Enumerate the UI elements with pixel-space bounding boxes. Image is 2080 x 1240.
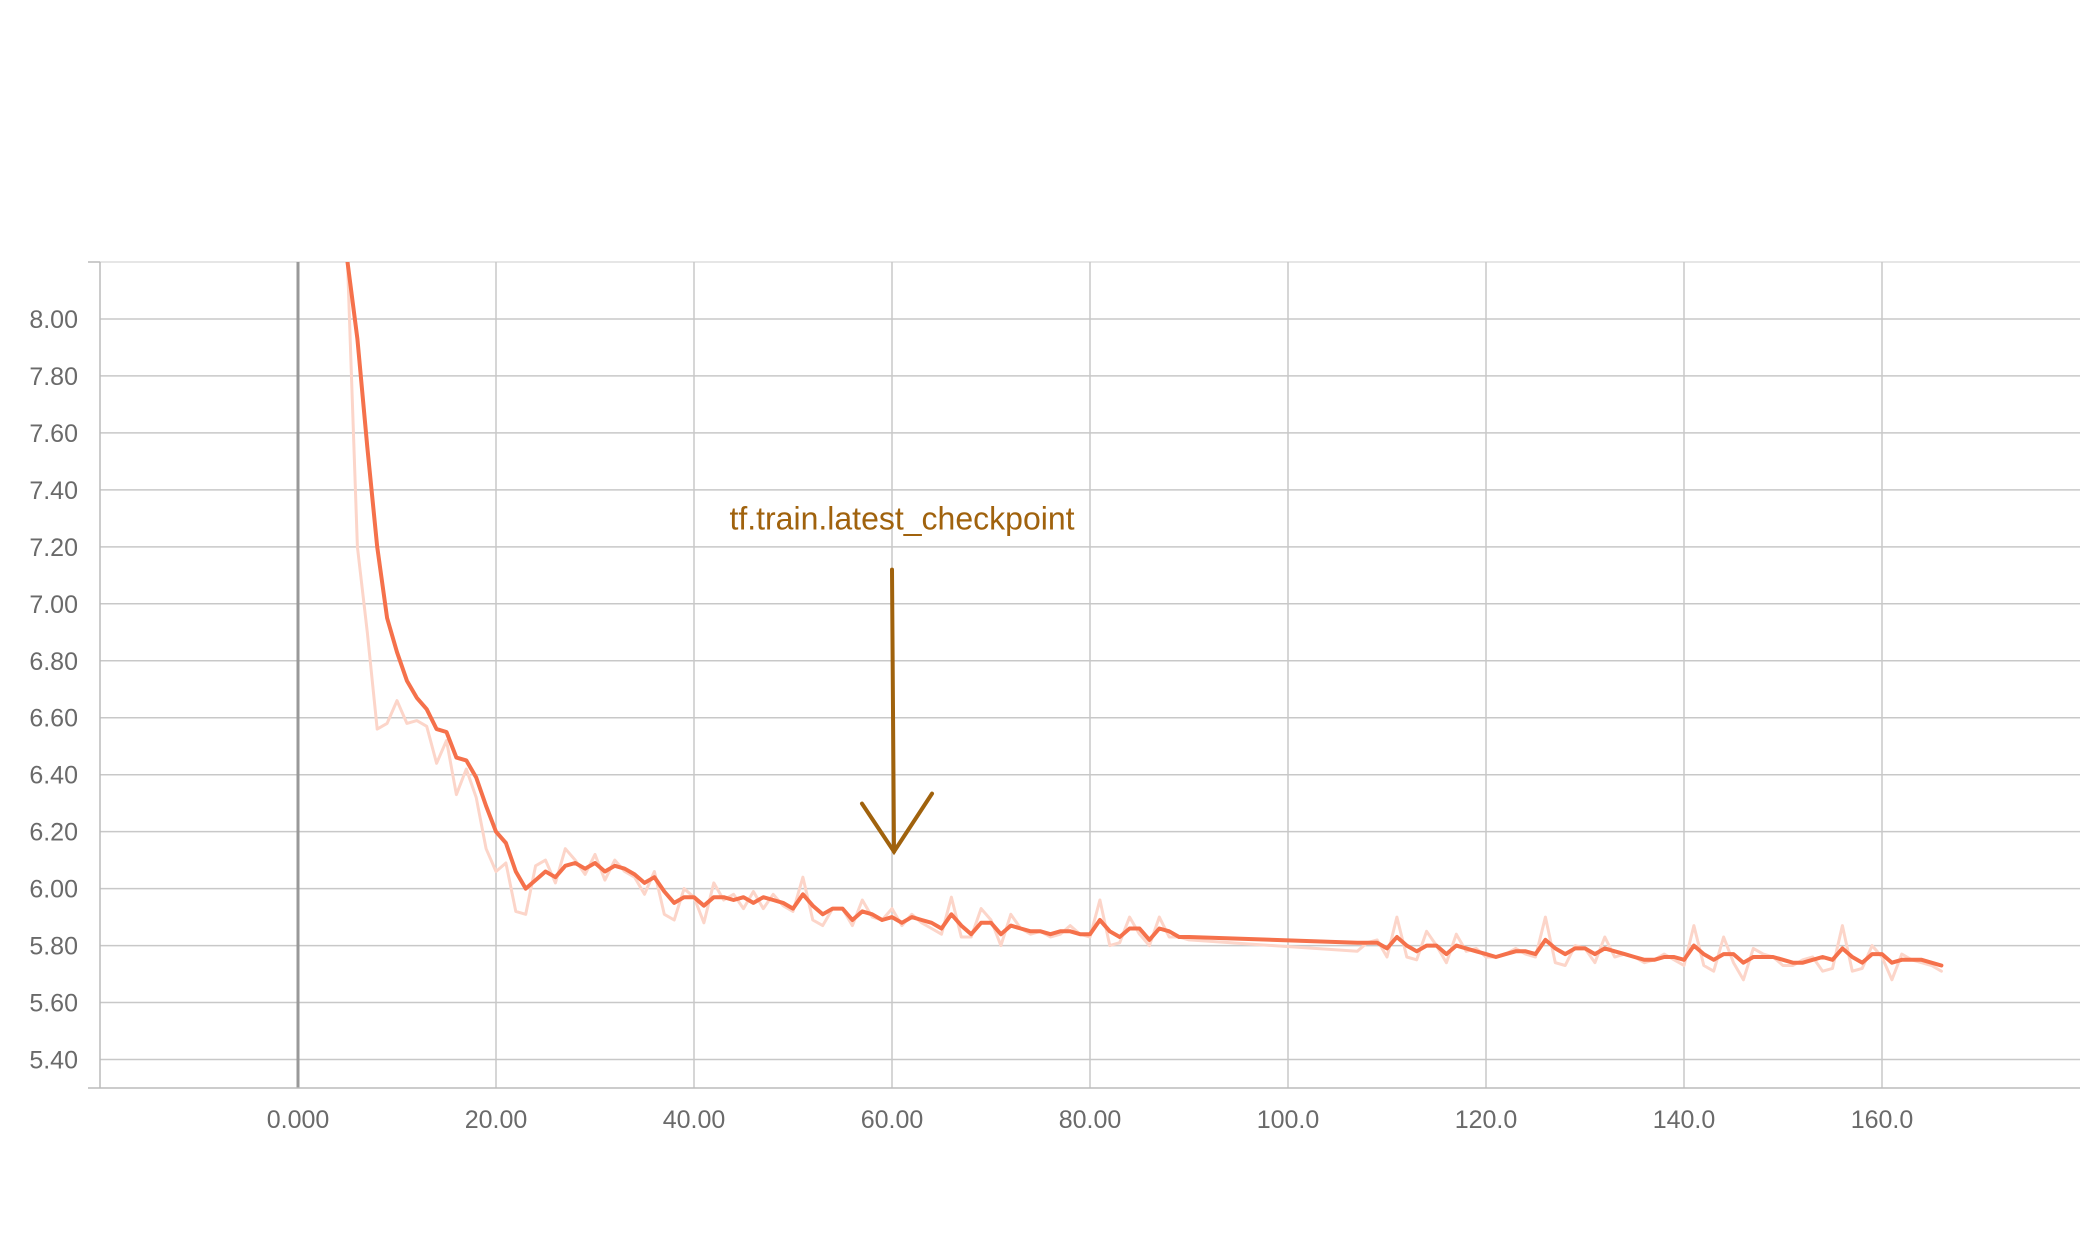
annotation-label: tf.train.latest_checkpoint: [729, 501, 1074, 537]
annotation-arrow-shaft: [890, 567, 896, 854]
annotations: tf.train.latest_checkpoint: [729, 501, 1075, 856]
axes: 5.40 5.60 5.80 6.00 6.20 6.40 6.60 6.80 7.00 7.20…: [29, 261, 2080, 1134]
x-tick-label: 60.00: [861, 1106, 924, 1134]
plot-series: [345, 262, 1944, 982]
x-tick-label: 80.00: [1059, 1106, 1122, 1134]
y-tick-label: 6.20: [29, 819, 78, 847]
y-tick-label: 6.00: [29, 876, 78, 904]
y-tick-label: 7.40: [29, 477, 78, 505]
smoothed-loss-line: [345, 262, 1944, 968]
x-tick-label: 120.0: [1455, 1106, 1518, 1134]
y-tick-label: 5.40: [29, 1047, 78, 1075]
y-tick-label: 6.80: [29, 648, 78, 676]
y-tick-label: 6.40: [29, 762, 78, 790]
grid-lines: [100, 261, 2080, 1088]
y-tick-label: 7.80: [29, 363, 78, 391]
y-tick-label: 7.00: [29, 591, 78, 619]
x-tick-label: 100.0: [1257, 1106, 1320, 1134]
raw-loss-line: [346, 262, 1943, 982]
x-tick-label: 0.000: [267, 1106, 330, 1134]
y-tick-label: 8.00: [29, 306, 78, 334]
y-tick-label: 7.20: [29, 534, 78, 562]
x-tick-label: 160.0: [1851, 1106, 1914, 1134]
y-tick-label: 5.60: [29, 990, 78, 1018]
x-tick-label: 140.0: [1653, 1106, 1716, 1134]
y-tick-label: 5.80: [29, 933, 78, 961]
y-tick-label: 7.60: [29, 420, 78, 448]
annotation-arrow-head: [860, 791, 934, 856]
y-tick-label: 6.60: [29, 705, 78, 733]
x-tick-label: 40.00: [663, 1106, 726, 1134]
x-tick-label: 20.00: [465, 1106, 528, 1134]
